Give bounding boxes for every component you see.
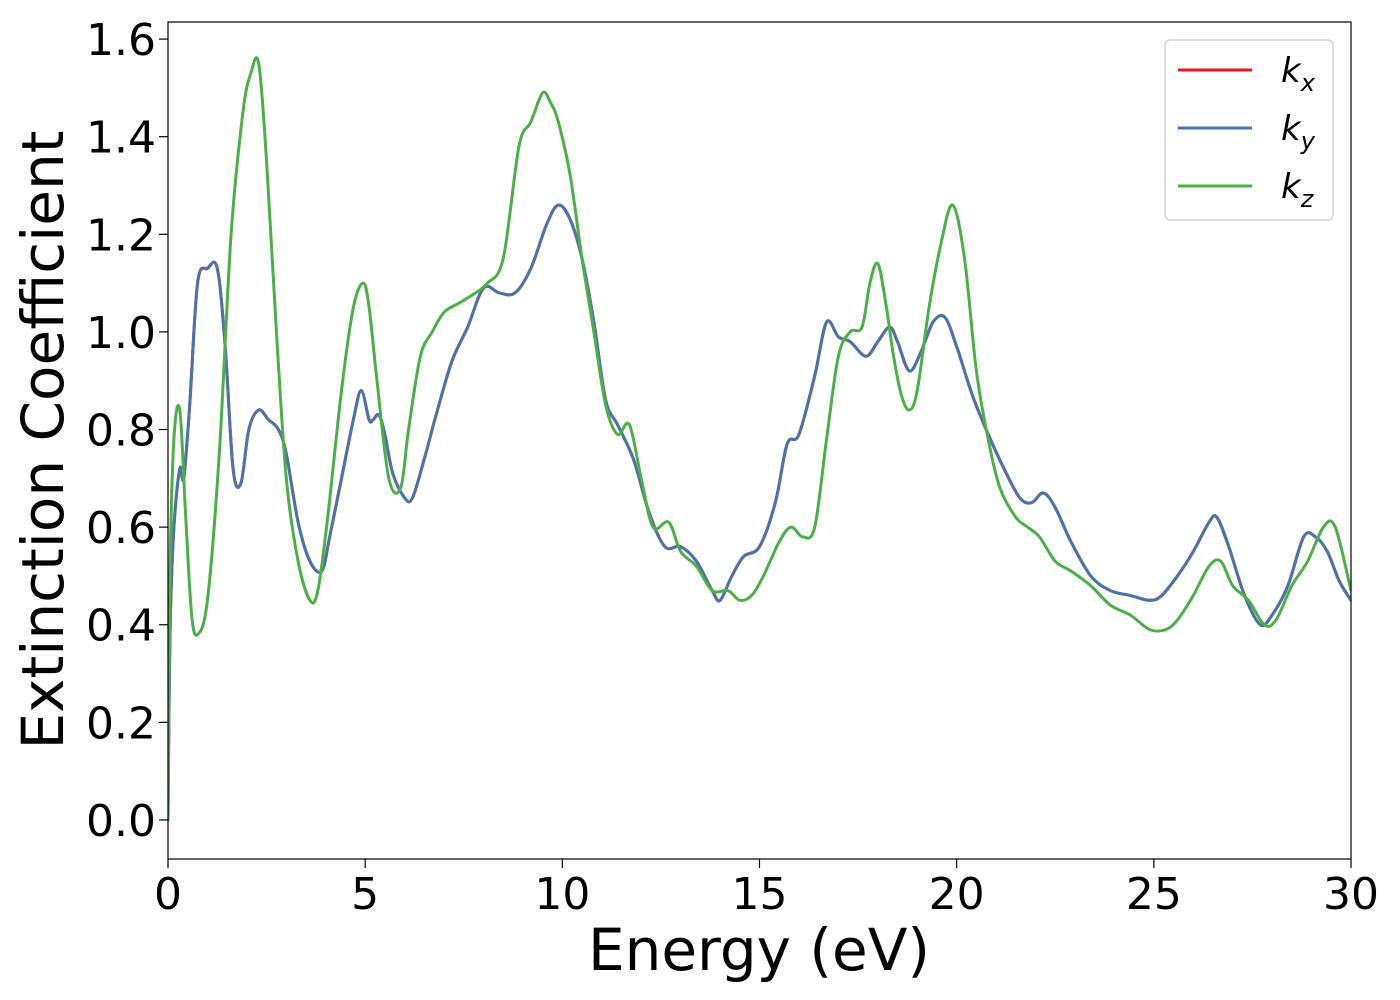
legend-label-subscript: y bbox=[1300, 127, 1316, 155]
y-tick-label: 0.8 bbox=[86, 406, 156, 457]
x-tick-label: 20 bbox=[929, 869, 985, 920]
series-layer bbox=[168, 56, 1351, 822]
legend-label-base: k bbox=[1281, 109, 1302, 149]
x-tick-label: 5 bbox=[351, 869, 379, 920]
y-tick-label: 1.0 bbox=[86, 308, 156, 359]
legend-label-kz: kz bbox=[1281, 167, 1315, 213]
series-line-kz bbox=[168, 56, 1351, 822]
legend-box bbox=[1164, 39, 1334, 221]
x-axis: 0 5 10 15 20 25 30 bbox=[154, 859, 1379, 920]
x-tick-label: 25 bbox=[1126, 869, 1182, 920]
y-axis: 0.0 0.2 0.4 0.6 0.8 1.0 1.2 1.4 1.6 bbox=[86, 15, 168, 847]
legend-label-ky: ky bbox=[1281, 109, 1316, 155]
y-tick-label: 1.2 bbox=[86, 210, 156, 261]
legend-label-kx: kx bbox=[1281, 51, 1316, 97]
x-tick-label: 10 bbox=[534, 869, 590, 920]
x-tick-label: 0 bbox=[154, 869, 182, 920]
y-tick-label: 0.4 bbox=[86, 601, 156, 652]
y-axis-title: Extinction Coefficient bbox=[9, 131, 77, 750]
y-tick-label: 0.6 bbox=[86, 503, 156, 554]
legend-label-base: k bbox=[1281, 51, 1302, 91]
y-tick-label: 1.4 bbox=[86, 113, 156, 164]
x-axis-title: Energy (eV) bbox=[588, 916, 930, 984]
series-line-ky bbox=[168, 203, 1351, 822]
legend-label-subscript: z bbox=[1300, 185, 1315, 213]
legend-label-subscript: x bbox=[1300, 69, 1316, 97]
x-tick-label: 30 bbox=[1323, 869, 1379, 920]
y-tick-label: 1.6 bbox=[86, 15, 156, 66]
y-tick-label: 0.2 bbox=[86, 698, 156, 749]
legend-label-base: k bbox=[1281, 167, 1302, 207]
plot-background bbox=[168, 22, 1351, 859]
y-tick-label: 0.0 bbox=[86, 796, 156, 847]
x-tick-label: 15 bbox=[732, 869, 788, 920]
